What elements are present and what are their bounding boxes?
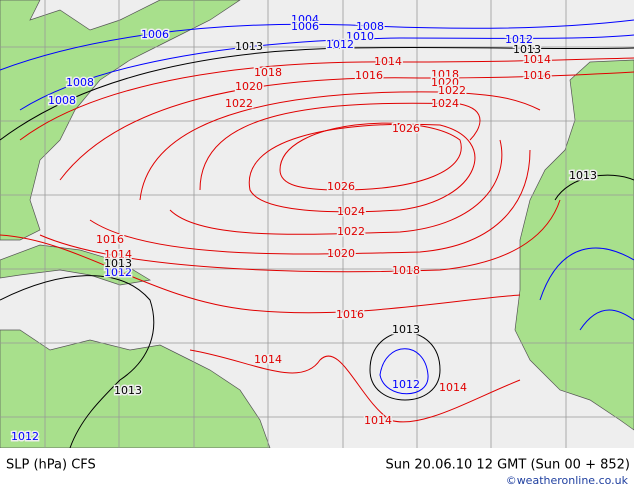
isobar-label: 1008 [66,76,94,89]
isobar-label: 1004 [291,13,319,26]
isobar-label: 1020 [327,247,355,260]
isobar-label: 1006 [291,20,319,33]
isobar-label: 1026 [392,122,420,135]
isobar-label: 1013 [569,169,597,182]
isobar-label: 1022 [438,84,466,97]
isobar-label: 1014 [364,414,392,427]
isobar-label: 1013 [513,43,541,56]
isobar-label: 1016 [96,233,124,246]
isobar-label: 1012 [505,33,533,46]
isobar-label: 1018 [431,68,459,81]
isobar-label: 1020 [431,76,459,89]
isobar-label: 1016 [523,69,551,82]
isobar-label: 1012 [326,38,354,51]
footer-left: SLP (hPa) CFS [6,458,96,473]
isobar-label: 1008 [48,94,76,107]
isobar-label: 1024 [431,97,459,110]
isobar-label: 1013 [392,323,420,336]
isobar-label: 1022 [337,225,365,238]
isobar-label: 1014 [523,53,551,66]
isobar-label: 1012 [11,430,39,443]
isobar-label: 1014 [254,353,282,366]
land [0,0,634,449]
isobar-label: 1016 [355,69,383,82]
isobars [0,19,634,449]
isobar-label: 1013 [114,384,142,397]
isobar-label: 1012 [392,378,420,391]
isobar-label: 1006 [141,28,169,41]
graticule [0,0,634,448]
isobar-label: 1014 [374,55,402,68]
isobar-label: 1024 [337,205,365,218]
isobar-label: 1020 [235,80,263,93]
isobar-label: 1026 [327,180,355,193]
isobar-label: 1008 [356,20,384,33]
isobar-label: 1014 [439,381,467,394]
footer-right: Sun 20.06.10 12 GMT (Sun 00 + 852) [386,458,630,473]
isobar-label: 1018 [392,264,420,277]
footer-credit: ©weatheronline.co.uk [506,474,629,487]
isobar-label: 1014 [104,248,132,261]
isobar-label: 1022 [225,97,253,110]
isobar-label: 1018 [254,66,282,79]
isobar-label: 1013 [104,257,132,270]
isobar-label: 1012 [104,266,132,279]
isobar-label: 1010 [346,30,374,43]
isobar-label: 1013 [235,40,263,53]
isobar-label: 1016 [336,308,364,321]
footer-bg [0,448,634,490]
